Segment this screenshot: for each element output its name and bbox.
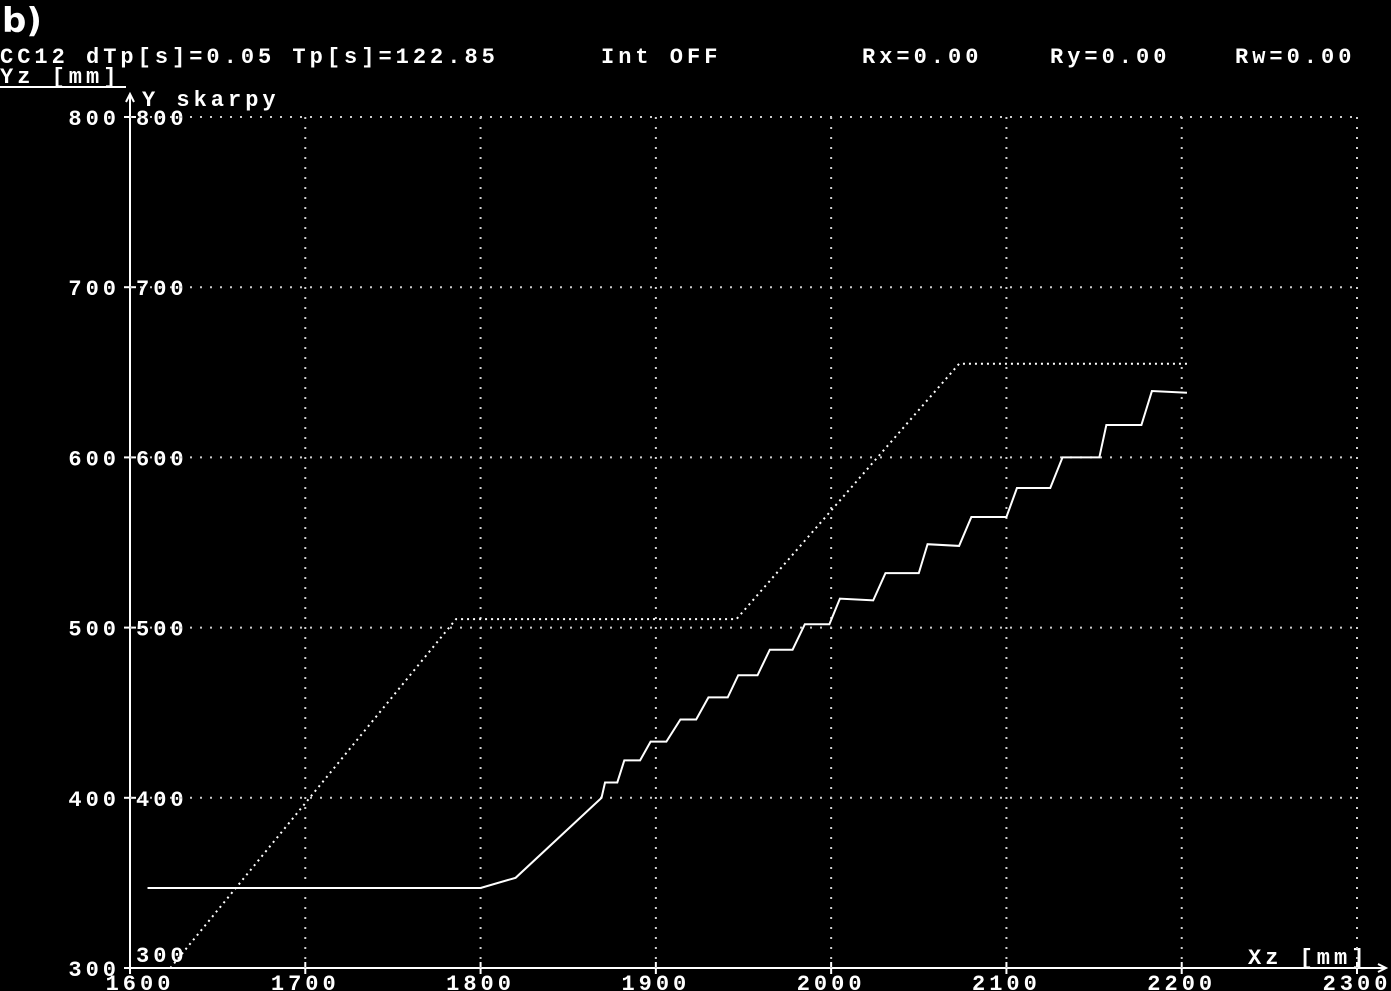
header-text: Rx=0.00 bbox=[862, 45, 982, 70]
x-tick-label: 2200 bbox=[1147, 972, 1216, 991]
y-tick-label-inner: 300 bbox=[136, 944, 188, 969]
x-tick-label: 1600 bbox=[106, 972, 175, 991]
y-axis-title: Y skarpy bbox=[142, 88, 280, 113]
y-tick-label-inner: 400 bbox=[136, 788, 188, 813]
x-arrow bbox=[1377, 963, 1389, 973]
data-line bbox=[147, 389, 1188, 890]
header-text: Rw=0.00 bbox=[1235, 45, 1355, 70]
x-tick-label: 2100 bbox=[972, 972, 1041, 991]
x-label: Xz [mm] bbox=[1248, 946, 1368, 971]
y-tick-label: 300 bbox=[68, 958, 120, 983]
y-label: Yz [mm] bbox=[0, 65, 120, 90]
y-tick-label: 800 bbox=[68, 107, 120, 132]
x-tick-label: 1800 bbox=[446, 972, 515, 991]
data-line bbox=[169, 362, 1187, 969]
y-tick-label: 500 bbox=[68, 618, 120, 643]
x-tick-label: 1700 bbox=[271, 972, 340, 991]
header-text: CC12 dTp[s]=0.05 Tp[s]=122.85 bbox=[0, 45, 499, 70]
panel-label: b) bbox=[2, 1, 42, 41]
x-tick-label: 1900 bbox=[621, 972, 690, 991]
y-tick-label: 600 bbox=[68, 447, 120, 472]
x-tick-label: 2300 bbox=[1323, 972, 1391, 991]
y-tick-label-inner: 600 bbox=[136, 447, 188, 472]
header-text: Ry=0.00 bbox=[1050, 45, 1170, 70]
x-tick-label: 2000 bbox=[797, 972, 866, 991]
y-tick-label-inner: 700 bbox=[136, 277, 188, 302]
y-arrow bbox=[125, 91, 135, 103]
header-text: Int OFF bbox=[601, 45, 721, 70]
y-tick-label-inner: 800 bbox=[136, 107, 188, 132]
y-tick-label: 700 bbox=[68, 277, 120, 302]
y-tick-label-inner: 500 bbox=[136, 618, 188, 643]
y-tick-label: 400 bbox=[68, 788, 120, 813]
